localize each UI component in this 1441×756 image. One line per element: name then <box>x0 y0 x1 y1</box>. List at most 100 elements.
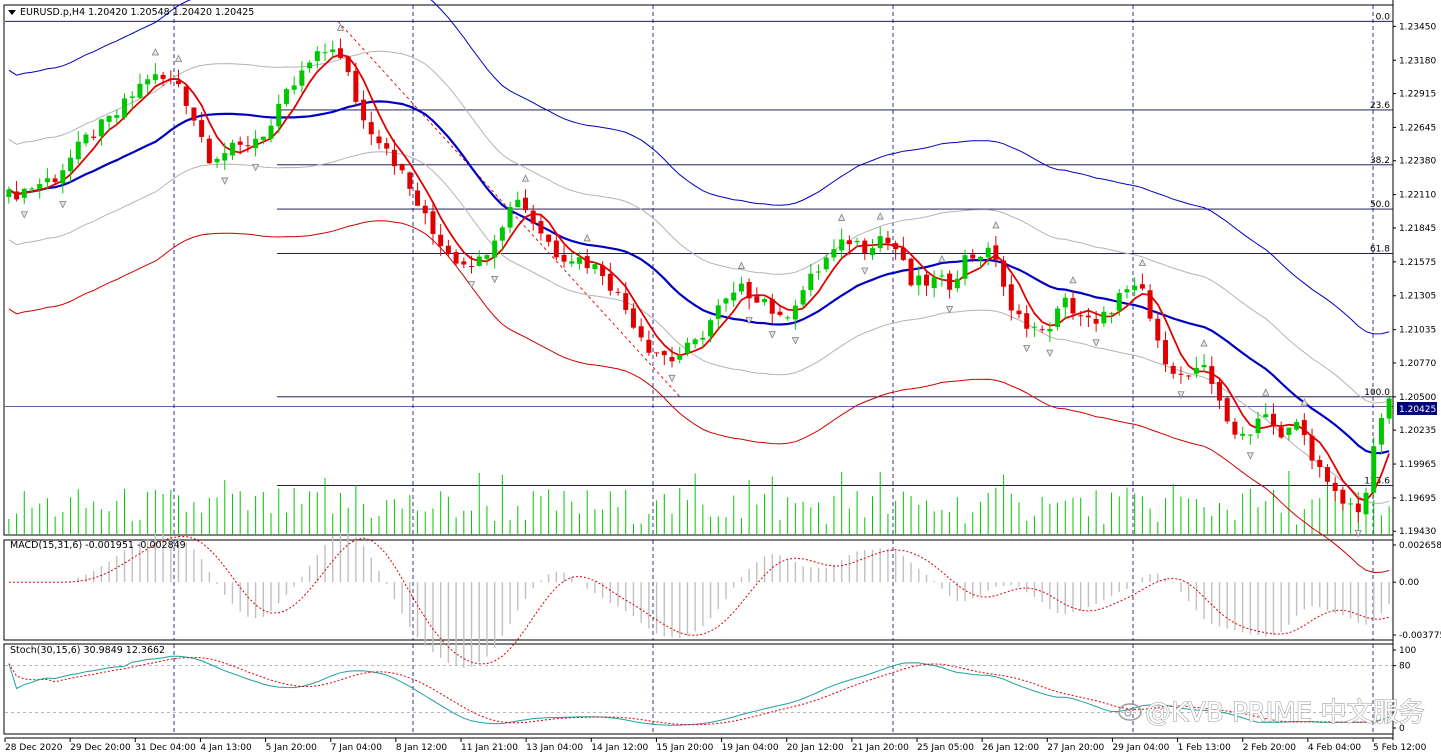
candle <box>260 136 266 145</box>
macd-header: MACD(15,31,6) -0.001951 -0.002849 <box>10 540 186 551</box>
candle-body <box>1301 420 1307 436</box>
candle <box>1055 305 1061 331</box>
candle <box>229 139 235 160</box>
candle-body <box>91 136 97 138</box>
candle-body <box>762 299 768 303</box>
stoch-main-line <box>8 655 1390 726</box>
candle-body <box>1255 418 1261 434</box>
fractal-down-arrow <box>1092 339 1100 347</box>
candle <box>777 305 783 317</box>
candle-body <box>222 153 228 161</box>
candle <box>592 262 598 275</box>
candle <box>268 119 274 143</box>
stochastic-indicator[interactable] <box>5 655 1393 726</box>
time-tick-label: 4 Feb 04:00 <box>1308 743 1362 753</box>
candle <box>700 330 706 348</box>
candle-body <box>376 136 382 144</box>
candle-body <box>438 234 444 247</box>
candle <box>584 248 590 274</box>
moving-average-slow <box>8 100 1390 455</box>
fib-level-label: 61.8 <box>1370 244 1390 254</box>
candle <box>214 156 220 168</box>
candle <box>44 168 50 190</box>
candle <box>877 227 883 253</box>
candle <box>993 235 999 268</box>
fib-level-label: 123.6 <box>1364 476 1390 486</box>
price-tick-label: 1.19430 <box>1399 527 1436 537</box>
candle-body <box>98 119 104 137</box>
candle-body <box>1031 326 1037 328</box>
candle <box>654 352 660 357</box>
candle <box>762 297 768 306</box>
candle-body <box>168 78 174 80</box>
candle-body <box>152 74 158 81</box>
candle-body <box>546 234 552 242</box>
candle-body <box>1348 503 1354 505</box>
candle <box>931 270 937 298</box>
candle-body <box>1047 328 1053 332</box>
candle <box>14 180 20 202</box>
candle-body <box>353 70 359 102</box>
candle <box>330 40 336 58</box>
candle-body <box>445 245 451 254</box>
price-axis: 1.23450 1.23180 1.22915 1.22645 1.22380 1.221… <box>1392 0 1441 740</box>
stoch-tick-label: 80 <box>1399 662 1411 672</box>
candle-body <box>630 308 636 328</box>
candle-body <box>1201 364 1207 368</box>
price-tick-label: 1.21305 <box>1399 292 1436 302</box>
candle <box>731 281 737 307</box>
candle-body <box>792 305 798 320</box>
candle <box>376 129 382 150</box>
envelope-lower-outer <box>8 220 1390 574</box>
candle-body <box>1217 382 1222 401</box>
candle-body <box>1124 289 1130 293</box>
candle <box>1139 273 1145 291</box>
candle-body <box>1055 308 1061 327</box>
candle-body <box>307 62 313 69</box>
candle <box>576 251 582 270</box>
candle <box>60 163 66 194</box>
candle-body <box>415 190 421 206</box>
moving-average-fast <box>8 53 1390 502</box>
candle-body <box>199 120 205 137</box>
candle <box>29 186 35 193</box>
fractal-up-arrow <box>737 261 746 269</box>
candle <box>870 238 875 260</box>
candle-body <box>191 107 197 121</box>
candle <box>407 171 413 197</box>
time-tick-label: 21 Jan 20:00 <box>852 743 909 753</box>
price-tick-label: 1.21845 <box>1399 224 1436 234</box>
candle <box>692 337 698 349</box>
candle <box>484 254 490 266</box>
candle-body <box>1132 285 1138 291</box>
candle <box>307 60 313 73</box>
candle <box>1286 427 1292 441</box>
fractal-down-arrow <box>745 317 753 325</box>
symbol-dropdown-icon[interactable] <box>8 10 16 15</box>
candle <box>1132 277 1138 297</box>
candle-body <box>183 86 189 106</box>
candle <box>1001 255 1007 296</box>
macd-indicator[interactable] <box>8 532 1390 668</box>
candle <box>137 73 143 100</box>
price-candles[interactable] <box>6 38 1392 523</box>
candle-body <box>846 240 852 245</box>
candle <box>893 240 899 260</box>
time-tick-label: 29 Jan 04:00 <box>1112 743 1169 753</box>
candle-body <box>1294 421 1300 430</box>
candle-body <box>268 125 274 139</box>
candle <box>1294 419 1300 432</box>
candle-body <box>407 172 413 189</box>
candle <box>1255 411 1261 439</box>
candle-body <box>1263 414 1269 418</box>
candle-body <box>1355 503 1361 513</box>
candle-body <box>245 145 251 147</box>
candle <box>615 287 621 296</box>
candle-body <box>839 239 845 251</box>
candle-body <box>29 188 35 190</box>
candle <box>1024 304 1030 338</box>
candle <box>499 225 505 252</box>
volume-bars <box>8 470 1390 535</box>
fractal-up-arrow <box>174 54 183 62</box>
